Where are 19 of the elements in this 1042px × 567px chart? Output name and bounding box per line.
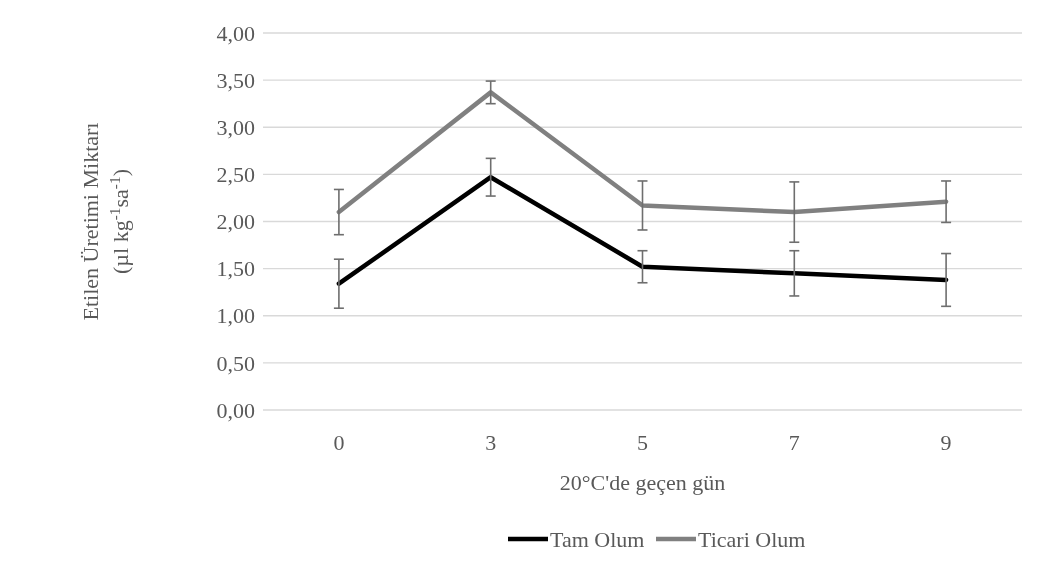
y-tick-label: 3,00 <box>216 114 255 140</box>
x-tick-label: 9 <box>940 430 952 455</box>
x-tick-label: 7 <box>788 430 800 455</box>
y-tick-label: 2,00 <box>216 209 255 235</box>
legend-label: Ticari Olum <box>698 526 806 552</box>
line-series <box>336 90 949 215</box>
y-tick-label: 0,50 <box>216 350 255 376</box>
y-tick-label: 1,00 <box>216 303 255 329</box>
x-tick-label: 0 <box>333 430 345 455</box>
x-tick-label: 3 <box>485 430 497 455</box>
y-tick-label: 2,50 <box>216 162 255 188</box>
y-tick-label: 4,00 <box>216 20 255 46</box>
y-tick-label: 0,00 <box>216 397 255 423</box>
x-axis-title: 20°C'de geçen gün <box>559 470 726 495</box>
y-tick-label: 3,50 <box>216 67 255 93</box>
line-series <box>336 174 949 286</box>
legend-label: Tam Olum <box>550 526 645 552</box>
x-tick-label: 5 <box>637 430 648 455</box>
y-tick-label: 1,50 <box>216 256 255 282</box>
